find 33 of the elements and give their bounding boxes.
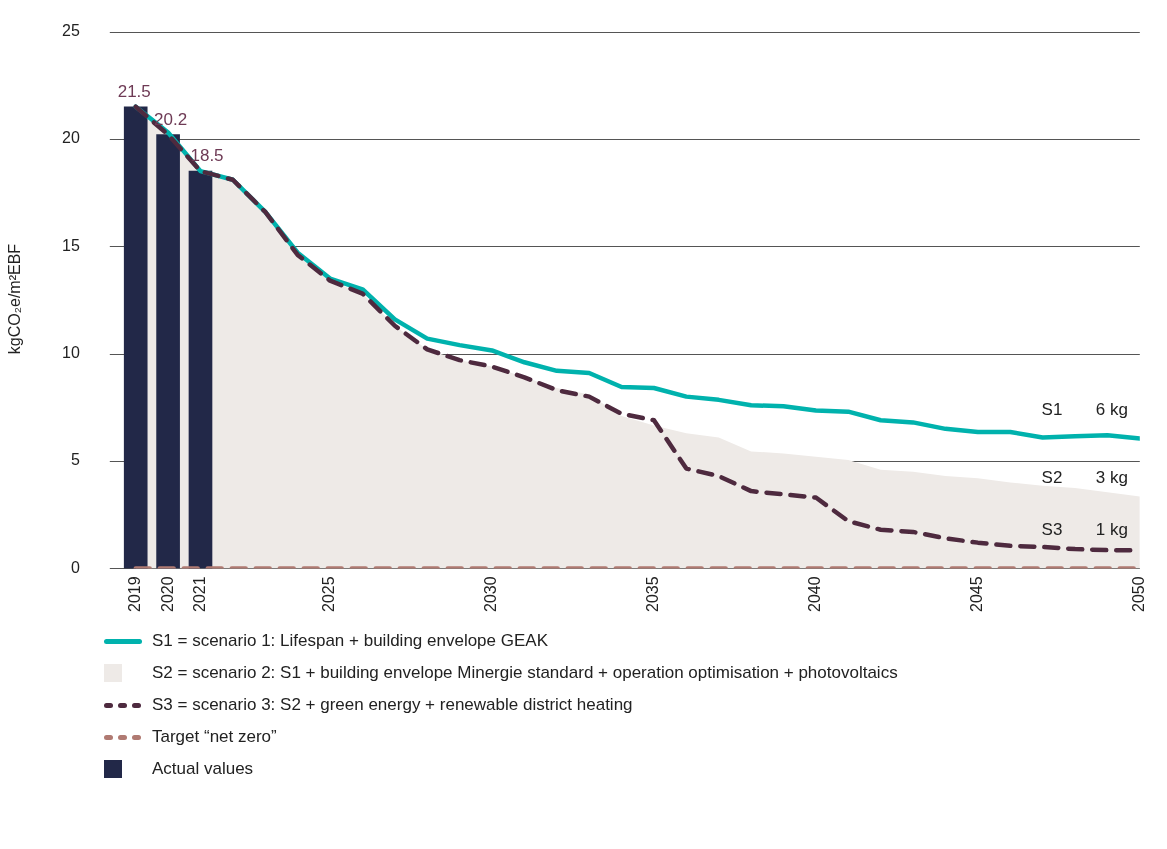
y-tick-label: 0 — [70, 558, 80, 576]
annotation: S3 — [1041, 519, 1063, 539]
annotation: 6 kg — [1095, 399, 1128, 419]
annotation: 1 kg — [1095, 519, 1128, 539]
x-tick-label: 2045 — [968, 576, 986, 612]
legend-label: Target “net zero” — [152, 727, 277, 747]
x-tick-label: 2050 — [1130, 576, 1148, 612]
y-tick-label: 10 — [62, 344, 80, 362]
annotation: 3 kg — [1095, 467, 1128, 487]
legend-label: S2 = scenario 2: S1 + building envelope Minergie standard + operation optimisation + photovoltaics — [152, 663, 898, 683]
bar — [156, 134, 180, 569]
data-label: 18.5 — [190, 146, 224, 166]
annotation: S1 — [1041, 399, 1063, 419]
y-tick-label: 25 — [62, 22, 80, 40]
bar — [123, 106, 148, 569]
legend-label: S3 = scenario 3: S2 + green energy + renewable district heating — [152, 695, 633, 715]
y-axis-title: kgCO₂e/m²EBF — [6, 242, 24, 357]
x-tick-label: 2025 — [320, 576, 338, 612]
x-tick-label: 2020 — [158, 576, 176, 612]
bar — [188, 170, 213, 569]
x-tick-label: 2035 — [644, 576, 662, 612]
x-tick-label: 2019 — [126, 576, 144, 612]
data-label: 21.5 — [117, 81, 151, 101]
annotation: S2 — [1041, 467, 1063, 487]
x-tick-label: 2030 — [482, 576, 500, 612]
data-label: 20.2 — [154, 109, 188, 129]
y-tick-label: 15 — [62, 236, 80, 254]
legend-label: S1 = scenario 1: Lifespan + building envelope GEAK — [152, 631, 548, 651]
y-tick-label: 5 — [70, 451, 80, 469]
x-tick-label: 2021 — [190, 576, 208, 612]
x-tick-label: 2040 — [806, 576, 824, 612]
legend-label: Actual values — [152, 759, 254, 779]
y-tick-label: 20 — [62, 129, 80, 147]
